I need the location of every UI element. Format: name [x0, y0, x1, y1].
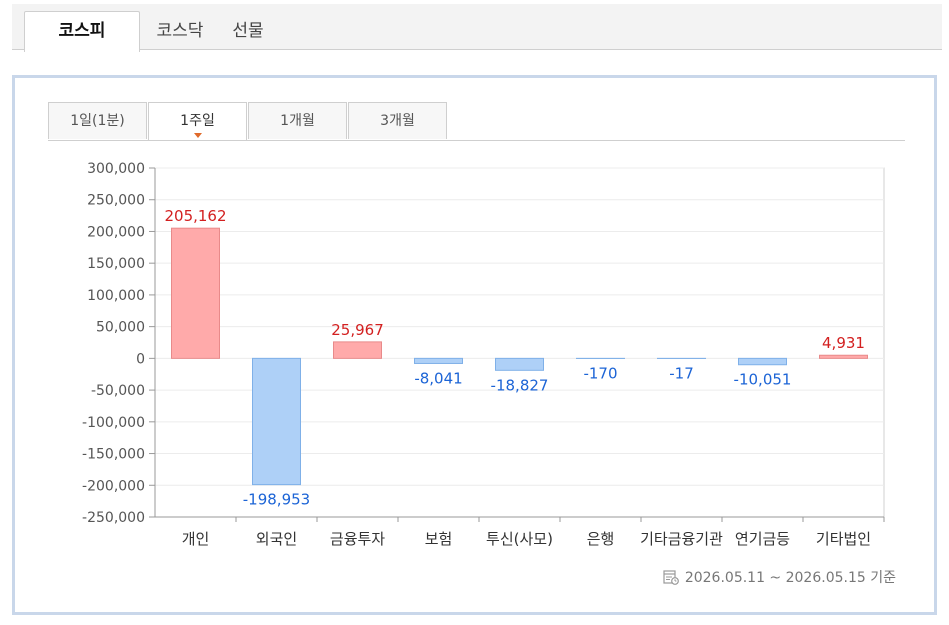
calendar-clock-icon	[663, 570, 679, 585]
y-tick-label: 250,000	[87, 193, 145, 209]
x-tick-label: 기타금융기관	[640, 530, 723, 548]
period-tabs: 1일(1분) 1주일 1개월 3개월	[48, 102, 905, 141]
y-tick-label: 150,000	[87, 256, 145, 272]
data-label: -18,827	[491, 376, 549, 394]
tab-1day[interactable]: 1일(1분)	[48, 102, 147, 139]
x-tick-label: 은행	[587, 530, 615, 548]
bar	[819, 354, 868, 359]
tab-kosdaq[interactable]: 코스닥	[156, 21, 204, 41]
y-tick-label: -50,000	[91, 383, 145, 399]
tab-futures[interactable]: 선물	[232, 21, 264, 41]
data-label: -198,953	[243, 491, 310, 509]
x-tick-label: 금융투자	[330, 530, 385, 548]
x-tick-label: 외국인	[256, 530, 297, 548]
bar	[495, 357, 544, 371]
tab-kospi[interactable]: 코스피	[24, 11, 140, 52]
date-range-text: 2026.05.11 ~ 2026.05.15 기준	[684, 570, 896, 586]
y-tick-label: -100,000	[82, 415, 145, 431]
tab-3month[interactable]: 3개월	[348, 102, 447, 139]
market-tabs: 코스피 코스닥 선물	[12, 4, 942, 52]
data-label: -8,041	[414, 369, 462, 387]
bar	[333, 341, 382, 359]
bar	[252, 357, 301, 486]
y-tick-label: 200,000	[87, 224, 145, 240]
tab-1week[interactable]: 1주일	[148, 102, 247, 140]
y-tick-label: -150,000	[82, 447, 145, 463]
data-label: -10,051	[734, 371, 792, 389]
bar	[171, 227, 220, 359]
bar	[738, 357, 787, 366]
y-tick-label: 100,000	[87, 288, 145, 304]
data-label: -170	[583, 364, 617, 382]
x-tick-label: 연기금등	[735, 530, 790, 548]
x-tick-label: 개인	[182, 530, 210, 548]
y-tick-label: 300,000	[87, 161, 145, 177]
data-label: 25,967	[331, 321, 384, 339]
data-label: 4,931	[822, 334, 865, 352]
x-tick-label: 투신(사모)	[486, 530, 553, 548]
y-tick-label: 50,000	[96, 320, 145, 336]
date-range-footer: 2026.05.11 ~ 2026.05.15 기준	[663, 567, 896, 587]
y-tick-label: 0	[136, 351, 145, 367]
y-tick-label: -250,000	[82, 510, 145, 526]
x-tick-label: 보험	[425, 530, 453, 548]
active-caret-icon	[193, 133, 202, 138]
data-label: -17	[669, 364, 694, 382]
bar	[414, 357, 463, 364]
y-tick-label: -200,000	[82, 478, 145, 494]
tab-1month[interactable]: 1개월	[248, 102, 347, 139]
data-label: 205,162	[164, 207, 226, 225]
x-tick-label: 기타법인	[816, 530, 871, 548]
